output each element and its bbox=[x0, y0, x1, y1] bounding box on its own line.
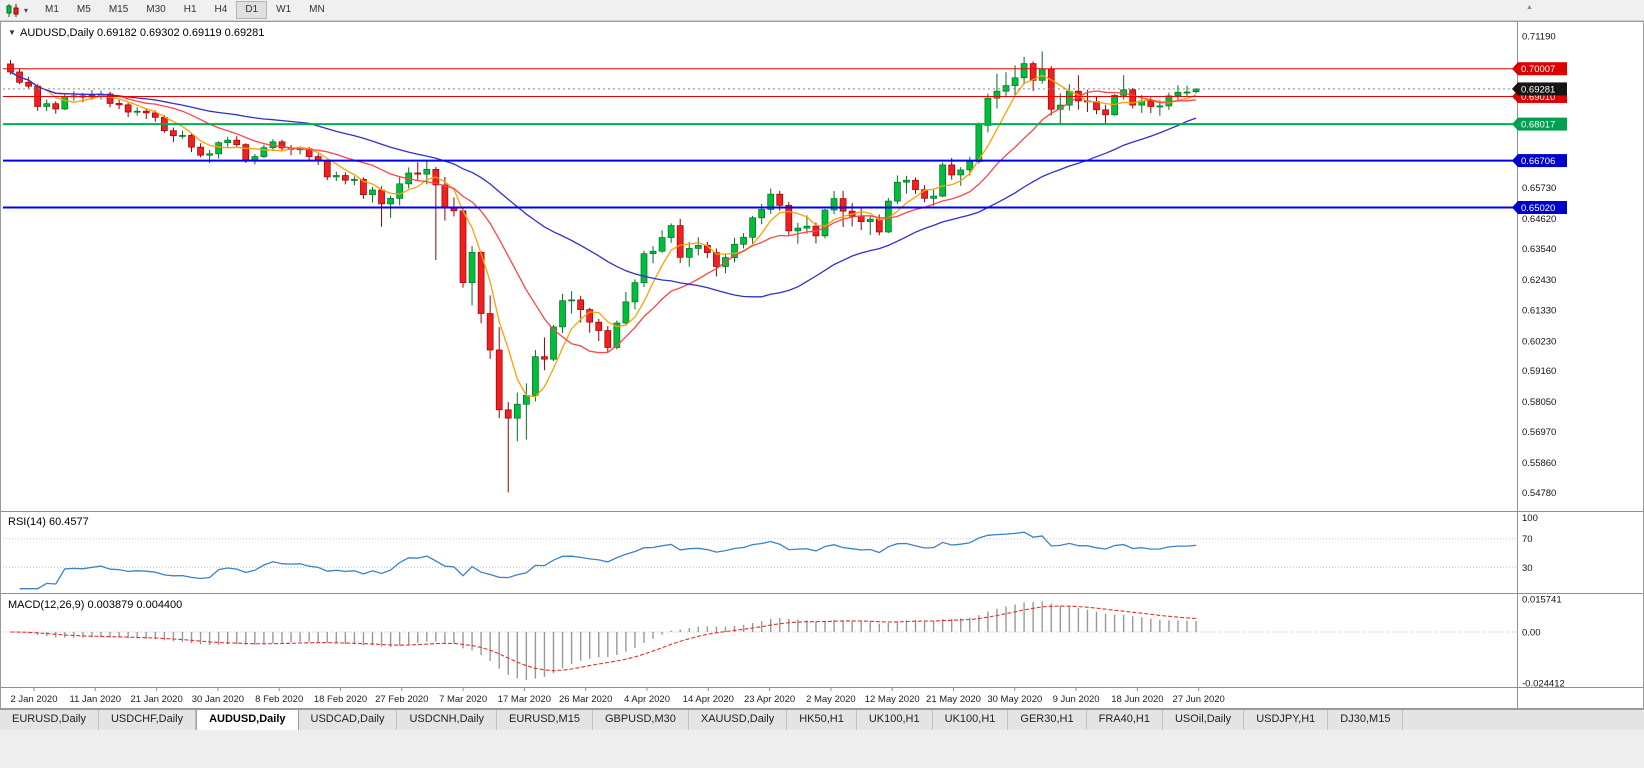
price-axis-label: 0.59160 bbox=[1522, 366, 1556, 377]
timeframe-h1-button[interactable]: H1 bbox=[183, 4, 197, 15]
scroll-up-icon[interactable]: ▲ bbox=[1526, 4, 1533, 11]
date-axis-label: 2 May 2020 bbox=[806, 694, 856, 705]
macd-axis-label: 0.015741 bbox=[1522, 594, 1562, 605]
date-axis-label: 11 Jan 2020 bbox=[70, 694, 122, 705]
timeframe-m30-button[interactable]: M30 bbox=[146, 4, 166, 15]
price-axis-label: 0.63540 bbox=[1522, 244, 1556, 255]
chart-tab-xauusd-daily[interactable]: XAUUSD,Daily bbox=[689, 710, 788, 730]
date-axis-label: 12 May 2020 bbox=[865, 694, 920, 705]
timeframe-m1-button[interactable]: M1 bbox=[45, 4, 59, 15]
date-axis-label: 21 May 2020 bbox=[926, 694, 981, 705]
macd-header: MACD(12,26,9) 0.003879 0.004400 bbox=[8, 599, 182, 611]
chart-tab-uk100-h1[interactable]: UK100,H1 bbox=[933, 710, 1009, 730]
price-axis[interactable]: 0.711900.679200.657300.646200.635400.624… bbox=[1512, 31, 1567, 499]
rsi-header: RSI(14) 60.4577 bbox=[8, 516, 89, 528]
symbol-ohlc-header: AUDUSD,Daily 0.69182 0.69302 0.69119 0.6… bbox=[20, 27, 264, 39]
price-badge: 0.70007 bbox=[1521, 64, 1555, 75]
macd-axis-label: -0.024412 bbox=[1522, 679, 1565, 690]
price-chart-canvas[interactable]: 100 70 30 0.015741 0.00 -0.024412 0.71190 0.6… bbox=[1, 22, 1643, 708]
chart-tab-audusd-daily[interactable]: AUDUSD,Daily bbox=[196, 710, 299, 730]
timeframe-w1-button[interactable]: W1 bbox=[276, 4, 292, 15]
chart-tab-usdcnh-daily[interactable]: USDCNH,Daily bbox=[397, 710, 498, 730]
price-axis-label: 0.55860 bbox=[1522, 458, 1556, 469]
chart-tab-eurusd-daily[interactable]: EURUSD,Daily bbox=[0, 710, 99, 730]
chart-tab-dj30-m15[interactable]: DJ30,M15 bbox=[1328, 710, 1404, 730]
timeframe-d1-button[interactable]: D1 bbox=[236, 1, 268, 19]
price-badge: 0.68017 bbox=[1521, 120, 1555, 131]
chart-tabs: EURUSD,Daily USDCHF,Daily AUDUSD,Daily USDC… bbox=[0, 709, 1644, 730]
price-axis-label: 0.54780 bbox=[1522, 488, 1556, 499]
price-axis-label: 0.58050 bbox=[1522, 397, 1556, 408]
chart-tab-usdcad-daily[interactable]: USDCAD,Daily bbox=[299, 710, 398, 730]
chart-window: 100 70 30 0.015741 0.00 -0.024412 0.71190 0.6… bbox=[0, 21, 1644, 709]
support-resistance-lines[interactable] bbox=[3, 68, 1517, 209]
date-axis-label: 17 Mar 2020 bbox=[498, 694, 551, 705]
timeframe-m15-button[interactable]: M15 bbox=[108, 4, 129, 15]
price-axis-label: 0.64620 bbox=[1522, 214, 1556, 225]
price-badge: 0.69010 bbox=[1521, 92, 1555, 103]
date-axis-label: 26 Mar 2020 bbox=[559, 694, 612, 705]
price-axis-label: 0.65730 bbox=[1522, 183, 1556, 194]
chart-tab-ger30-h1[interactable]: GER30,H1 bbox=[1008, 710, 1087, 730]
chart-tab-usdchf-daily[interactable]: USDCHF,Daily bbox=[99, 710, 197, 730]
date-axis-label: 9 Jun 2020 bbox=[1053, 694, 1100, 705]
timeframe-toolbar: ▾ M1 M5 M15 M30 H1 H4 D1 W1 MN ▲ bbox=[0, 0, 1644, 21]
panel-separators bbox=[1, 22, 1643, 708]
chart-tab-gbpusd-m30[interactable]: GBPUSD,M30 bbox=[593, 710, 689, 730]
date-axis-label: 30 May 2020 bbox=[987, 694, 1042, 705]
date-axis-label: 4 Apr 2020 bbox=[624, 694, 670, 705]
date-axis-label: 8 Feb 2020 bbox=[255, 694, 303, 705]
chart-tab-uk100-h1[interactable]: UK100,H1 bbox=[857, 710, 933, 730]
collapse-triangle-icon[interactable]: ▼ bbox=[8, 28, 16, 37]
price-badge: 0.66706 bbox=[1521, 156, 1555, 167]
chart-tab-fra40-h1[interactable]: FRA40,H1 bbox=[1087, 710, 1163, 730]
moving-average-lines bbox=[10, 71, 1197, 398]
time-axis[interactable]: 2 Jan 2020 11 Jan 2020 21 Jan 2020 30 Jan 2… bbox=[10, 688, 1225, 705]
timeframe-m5-button[interactable]: M5 bbox=[76, 4, 91, 15]
chart-type-icon[interactable] bbox=[0, 3, 24, 17]
timeframe-h4-button[interactable]: H4 bbox=[214, 4, 228, 15]
dropdown-caret-icon[interactable]: ▾ bbox=[24, 5, 29, 15]
price-badge: 0.65020 bbox=[1521, 203, 1555, 214]
candlestick-icon bbox=[6, 3, 19, 17]
price-badge: 0.69281 bbox=[1521, 84, 1555, 95]
date-axis-label: 27 Jun 2020 bbox=[1173, 694, 1225, 705]
date-axis-label: 30 Jan 2020 bbox=[192, 694, 244, 705]
date-axis-label: 27 Feb 2020 bbox=[375, 694, 428, 705]
macd-axis-label: 0.00 bbox=[1522, 627, 1541, 638]
price-axis-label: 0.62430 bbox=[1522, 275, 1556, 286]
candlesticks bbox=[7, 51, 1200, 493]
rsi-axis-label: 100 bbox=[1522, 513, 1538, 524]
timeframe-buttons: M1 M5 M15 M30 H1 H4 D1 W1 MN bbox=[36, 1, 334, 19]
macd-indicator: 0.015741 0.00 -0.024412 bbox=[3, 594, 1565, 690]
price-axis-label: 0.60230 bbox=[1522, 336, 1556, 347]
date-axis-label: 7 Mar 2020 bbox=[439, 694, 487, 705]
rsi-indicator: 100 70 30 bbox=[3, 513, 1538, 590]
rsi-axis-label: 70 bbox=[1522, 534, 1533, 545]
status-area bbox=[0, 730, 1644, 768]
price-axis-label: 0.56970 bbox=[1522, 427, 1556, 438]
rsi-axis-label: 30 bbox=[1522, 563, 1533, 574]
chart-tab-usdjpy-h1[interactable]: USDJPY,H1 bbox=[1244, 710, 1329, 730]
date-axis-label: 2 Jan 2020 bbox=[10, 694, 57, 705]
chart-tab-hk50-h1[interactable]: HK50,H1 bbox=[787, 710, 857, 730]
timeframe-mn-button[interactable]: MN bbox=[309, 4, 325, 15]
date-axis-label: 18 Feb 2020 bbox=[314, 694, 367, 705]
date-axis-label: 18 Jun 2020 bbox=[1111, 694, 1163, 705]
price-axis-label: 0.61330 bbox=[1522, 306, 1556, 317]
chart-tab-eurusd-m15[interactable]: EURUSD,M15 bbox=[497, 710, 593, 730]
date-axis-label: 21 Jan 2020 bbox=[130, 694, 182, 705]
date-axis-label: 14 Apr 2020 bbox=[683, 694, 734, 705]
chart-tab-usoil-daily[interactable]: USOil,Daily bbox=[1163, 710, 1245, 730]
price-axis-label: 0.71190 bbox=[1522, 31, 1556, 42]
date-axis-label: 23 Apr 2020 bbox=[744, 694, 795, 705]
